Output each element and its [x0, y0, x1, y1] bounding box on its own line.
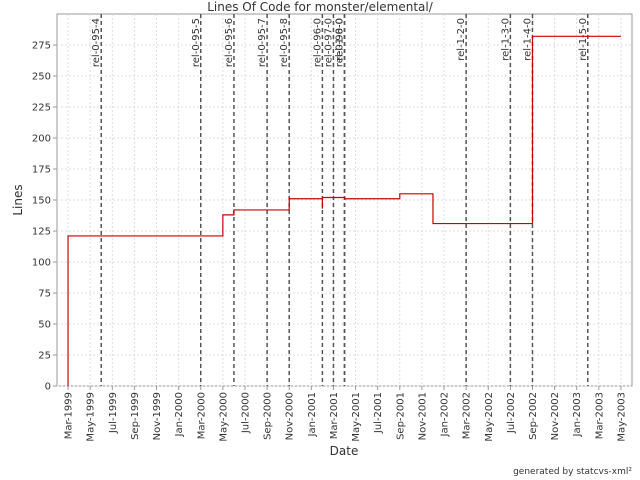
y-tick-label: 225	[32, 103, 51, 114]
release-label: rel-1-0-0	[335, 18, 346, 61]
release-label: rel-0-96-0	[312, 18, 323, 67]
release-label: rel-0-95-5	[191, 18, 202, 67]
x-tick-label: Nov-2000	[285, 392, 296, 440]
release-label: rel-0-95-6	[224, 18, 235, 67]
x-tick-label: Jul-1999	[108, 392, 119, 434]
x-tick-label: Nov-1999	[152, 392, 163, 440]
x-tick-label: Jan-2002	[440, 392, 451, 437]
footer: generated by statcvs-xml²	[513, 467, 632, 477]
y-tick-label: 100	[32, 258, 51, 269]
data-line	[67, 35, 621, 386]
y-tick-label: 50	[38, 320, 51, 331]
x-tick-label: Mar-2002	[462, 392, 473, 439]
x-tick-label: May-2001	[351, 392, 362, 442]
x-tick-label: Jan-2003	[572, 392, 583, 437]
x-tick-label: Sep-1999	[130, 392, 141, 440]
x-tick-label: Mar-1999	[64, 392, 75, 439]
y-axis-label: Lines	[11, 184, 25, 215]
x-tick-label: Jan-2001	[307, 392, 318, 437]
y-tick-label: 200	[32, 134, 51, 145]
x-tick-label: May-2000	[218, 392, 229, 442]
x-tick-label: Mar-2001	[329, 392, 340, 439]
x-tick-label: Jul-2001	[373, 392, 384, 434]
y-tick-label: 0	[45, 382, 51, 393]
release-label: rel-1-4-0	[522, 18, 533, 61]
y-tick-label: 275	[32, 41, 51, 52]
release-label: rel-1-2-0	[456, 18, 467, 61]
chart-title: Lines Of Code for monster/elemental/	[207, 0, 434, 14]
y-tick-label: 25	[38, 351, 51, 362]
release-label: rel-1-3-0	[500, 18, 511, 61]
x-axis-label: Date	[330, 444, 359, 458]
y-tick-label: 125	[32, 227, 51, 238]
x-tick-label: Sep-2002	[528, 392, 539, 440]
x-tick-label: Nov-2002	[550, 392, 561, 440]
x-tick-label: May-2002	[484, 392, 495, 442]
x-tick-label: May-2003	[616, 392, 627, 442]
x-tick-label: Jul-2000	[240, 392, 251, 434]
x-tick-label: May-1999	[86, 392, 97, 442]
y-tick-label: 150	[32, 196, 51, 207]
release-label: rel-0-95-8	[279, 18, 290, 67]
y-tick-label: 250	[32, 72, 51, 83]
x-tick-label: Jan-2000	[174, 392, 185, 437]
x-tick-label: Sep-2001	[395, 392, 406, 440]
x-tick-label: Jul-2002	[506, 392, 517, 434]
x-tick-label: Sep-2000	[263, 392, 274, 440]
release-label: rel-0-95-4	[91, 18, 102, 67]
release-label: rel-0-95-7	[257, 18, 268, 67]
y-tick-label: 175	[32, 165, 51, 176]
y-tick-label: 75	[38, 289, 51, 300]
release-label: rel-1-5-0	[578, 18, 589, 61]
x-tick-label: Mar-2000	[196, 392, 207, 439]
x-tick-label: Nov-2001	[417, 392, 428, 440]
release-label: rel-0-97-0	[323, 18, 334, 67]
x-tick-label: Mar-2003	[594, 392, 605, 439]
release-label: rel-0-98-0	[335, 18, 346, 67]
